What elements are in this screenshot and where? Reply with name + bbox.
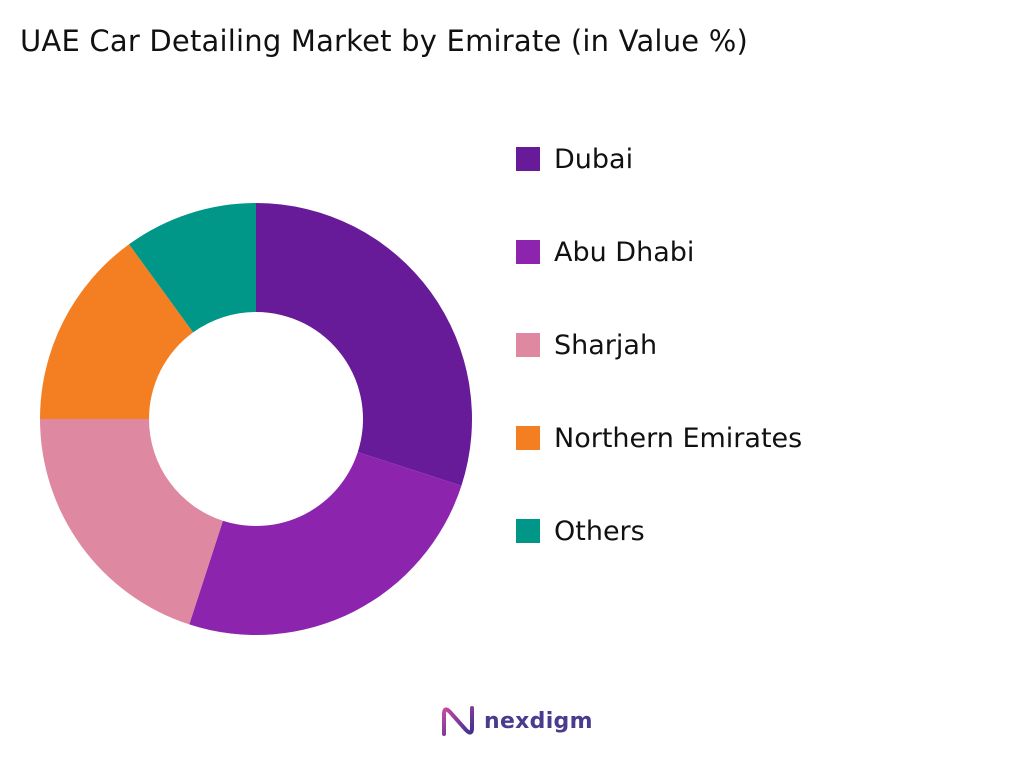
donut-slices [40, 203, 473, 636]
legend-swatch [516, 240, 540, 264]
brand-name: nexdigm [484, 708, 593, 734]
legend-swatch [516, 333, 540, 357]
legend-swatch [516, 426, 540, 450]
nexdigm-logo-icon [442, 706, 474, 736]
legend-item-northern-emirates: Northern Emirates [516, 417, 802, 459]
slice-northern-emirates [40, 244, 194, 419]
legend-item-dubai: Dubai [516, 138, 802, 180]
legend-label: Sharjah [554, 329, 658, 361]
legend-item-abu-dhabi: Abu Dhabi [516, 231, 802, 273]
chart-title: UAE Car Detailing Market by Emirate (in … [20, 24, 749, 58]
legend-item-sharjah: Sharjah [516, 324, 802, 366]
slice-dubai [256, 203, 473, 486]
legend-label: Dubai [554, 143, 634, 175]
legend-swatch [516, 519, 540, 543]
legend-item-others: Others [516, 510, 802, 552]
legend-label: Northern Emirates [554, 422, 803, 454]
legend-label: Abu Dhabi [554, 236, 695, 268]
chart-legend: Dubai Abu Dhabi Sharjah Northern Emirates Ot… [516, 138, 802, 603]
brand-footer: nexdigm [440, 704, 593, 738]
legend-label: Others [554, 515, 645, 547]
slice-sharjah [40, 419, 223, 625]
slice-others [129, 203, 256, 333]
legend-swatch [516, 147, 540, 171]
slice-abu-dhabi [189, 452, 462, 636]
